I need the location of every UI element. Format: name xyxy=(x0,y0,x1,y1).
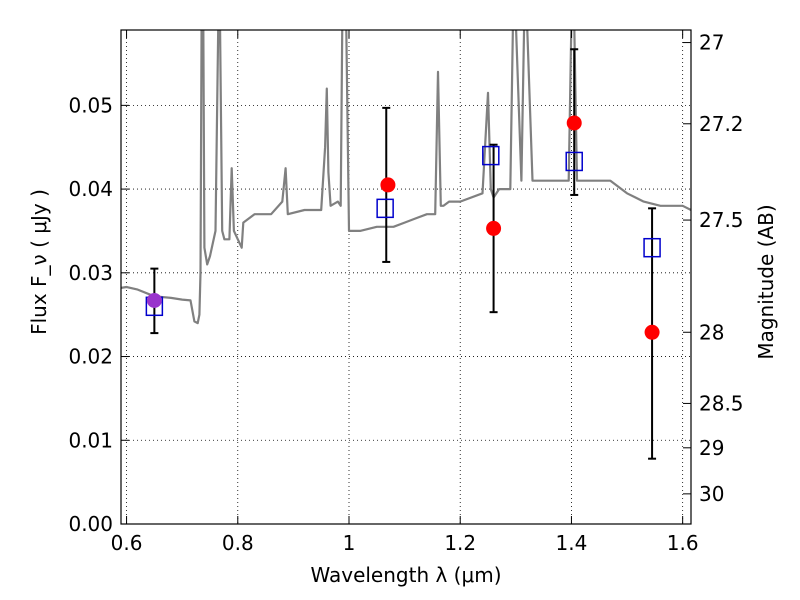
model-point xyxy=(643,237,661,258)
model-spectrum-line xyxy=(121,30,691,325)
observed-point xyxy=(566,115,582,131)
y-right-tick-label: 29 xyxy=(699,436,724,460)
plot-frame xyxy=(120,29,692,525)
y-axis-label: Flux F_ν ( μJy ) xyxy=(27,189,51,335)
y-axis-right-label: Magnitude (AB) xyxy=(754,204,778,359)
y-tick-label: 0.04 xyxy=(68,177,113,201)
spectrum-line xyxy=(121,30,691,325)
y-tick-label: 0.05 xyxy=(68,93,113,117)
x-tick-label: 0.6 xyxy=(111,531,143,555)
y-tick-label: 0.03 xyxy=(68,261,113,285)
y-right-tick-label: 27.2 xyxy=(699,112,744,136)
y-right-tick-label: 27.5 xyxy=(699,208,744,232)
y-right-tick-label: 30 xyxy=(699,482,724,506)
x-tick-label: 1.2 xyxy=(444,531,476,555)
axis-ticks: 0.6 0.8 1 1.2 1.4 1.6 0.00 0.01 0.02 0.03 0.04 0.05… xyxy=(68,30,744,555)
y-tick-label: 0.00 xyxy=(68,512,113,536)
y-right-tick-label: 28 xyxy=(699,320,724,344)
model-point xyxy=(565,151,583,172)
x-tick-label: 1.4 xyxy=(556,531,588,555)
x-tick-label: 0.8 xyxy=(222,531,254,555)
observed-point xyxy=(644,324,660,340)
x-tick-label: 1.6 xyxy=(667,531,699,555)
y-right-tick-label: 28.5 xyxy=(699,391,744,415)
observed-point xyxy=(486,220,502,236)
observed-point xyxy=(146,292,162,308)
model-point xyxy=(482,145,500,166)
x-tick-label: 1 xyxy=(343,531,356,555)
y-right-tick-label: 27 xyxy=(699,31,724,55)
observed-point xyxy=(380,177,396,193)
y-tick-label: 0.02 xyxy=(68,345,113,369)
data-markers xyxy=(145,115,661,340)
x-axis-label: Wavelength λ (μm) xyxy=(310,563,501,587)
y-tick-label: 0.01 xyxy=(68,428,113,452)
model-point xyxy=(376,198,394,219)
